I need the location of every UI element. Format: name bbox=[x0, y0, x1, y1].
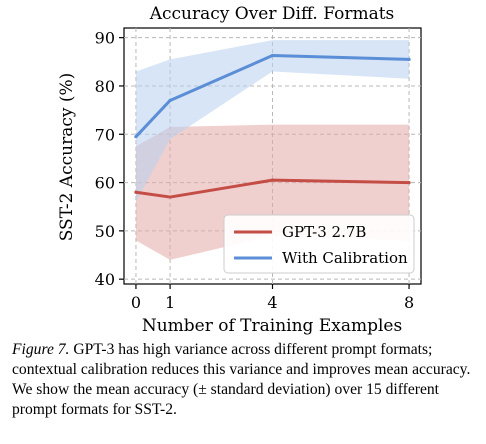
legend-label-series-0: GPT-3 2.7B bbox=[282, 223, 366, 241]
data-point-series-0 bbox=[168, 195, 172, 199]
data-point-series-1 bbox=[168, 98, 172, 103]
data-point-series-0 bbox=[134, 190, 138, 194]
chart-title: Accuracy Over Diff. Formats bbox=[149, 4, 395, 24]
x-tick-label: 0 bbox=[131, 293, 141, 312]
y-axis-label: SST-2 Accuracy (%) bbox=[57, 73, 77, 242]
mean-line-series-0 bbox=[134, 178, 411, 199]
data-point-series-0 bbox=[270, 178, 275, 182]
caption-label: Figure 7. bbox=[12, 341, 70, 358]
data-point-series-0 bbox=[407, 180, 411, 185]
data-point-series-1 bbox=[134, 135, 138, 139]
chart-svg: Accuracy Over Diff. Formats SST-2 Accura… bbox=[57, 4, 422, 336]
legend-label-series-1: With Calibration bbox=[282, 249, 408, 267]
y-tick-label: 50 bbox=[95, 222, 115, 241]
caption-text: GPT-3 has high variance across different… bbox=[12, 341, 471, 418]
std-band-series-1 bbox=[135, 40, 410, 202]
figure-caption: Figure 7. GPT-3 has high variance across… bbox=[12, 340, 482, 420]
y-tick-label: 80 bbox=[95, 77, 115, 96]
mean-line-series-1 bbox=[134, 54, 411, 139]
plot-area: 40 50 60 70 80 90 0 1 4 8 GPT-3 2.7B With Calibrati… bbox=[95, 27, 422, 312]
x-tick-label: 1 bbox=[165, 293, 175, 312]
data-point-series-1 bbox=[270, 53, 275, 58]
x-tick-label: 8 bbox=[404, 293, 414, 312]
x-axis-label: Number of Training Examples bbox=[142, 316, 402, 335]
y-tick-label: 40 bbox=[95, 270, 115, 289]
y-tick-label: 60 bbox=[95, 174, 115, 193]
chart-figure: Accuracy Over Diff. Formats SST-2 Accura… bbox=[57, 4, 422, 336]
y-tick-label: 90 bbox=[95, 29, 115, 48]
x-tick-label: 4 bbox=[267, 293, 277, 312]
y-tick-label: 70 bbox=[95, 125, 115, 144]
data-point-series-1 bbox=[407, 57, 411, 61]
